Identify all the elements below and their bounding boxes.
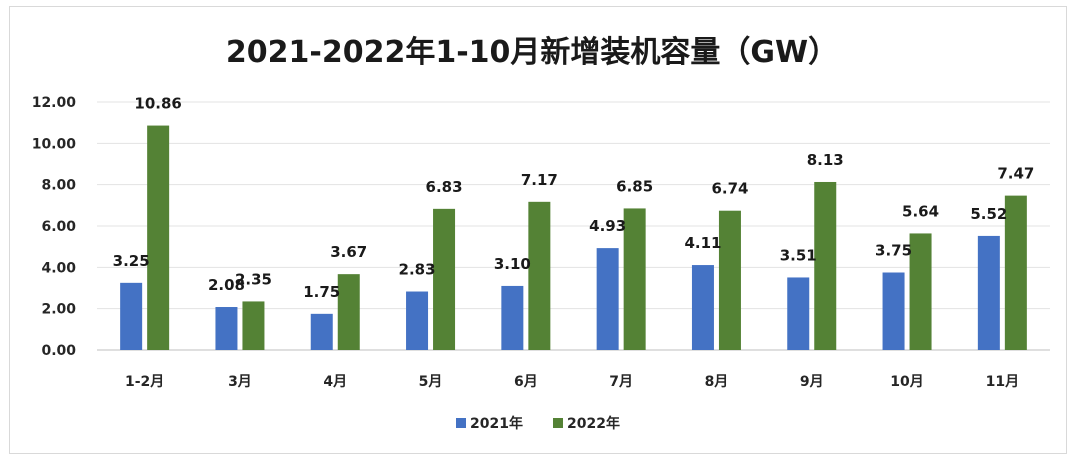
- bar-2021: [596, 248, 619, 350]
- legend-label: 2021年: [470, 415, 523, 432]
- bar-2022: [718, 210, 741, 350]
- legend-swatch: [553, 418, 563, 428]
- data-label: 6.83: [426, 178, 463, 196]
- bar-2021: [787, 277, 810, 350]
- bar-2021: [882, 272, 905, 350]
- data-label: 4.93: [589, 217, 626, 235]
- bar-2022: [814, 181, 837, 350]
- data-label: 6.74: [711, 180, 748, 198]
- y-tick-label: 2.00: [41, 302, 76, 318]
- data-label: 2.83: [399, 261, 436, 279]
- x-tick-label: 8月: [705, 374, 729, 390]
- bar-2021: [120, 282, 143, 350]
- data-label: 3.25: [113, 252, 150, 270]
- x-axis: 1-2月 3月 4月 5月 6月 7月 8月 9月 10月 11月: [125, 374, 1019, 390]
- data-label: 3.67: [330, 243, 367, 261]
- bars: [120, 125, 1027, 350]
- bar-2021: [406, 291, 429, 350]
- bar-2022: [242, 301, 265, 350]
- y-tick-label: 6.00: [41, 219, 76, 235]
- y-tick-label: 10.00: [32, 136, 77, 152]
- data-labels: 3.25 10.86 2.082.35 1.75 3.67 2.83 6.83 3.10 7.1…: [113, 95, 1035, 301]
- bar-2021: [501, 285, 524, 350]
- data-label: 7.47: [997, 165, 1034, 183]
- y-tick-label: 8.00: [41, 178, 76, 194]
- data-label: 7.17: [521, 171, 558, 189]
- data-label: 8.13: [807, 151, 844, 169]
- y-tick-label: 12.00: [32, 95, 77, 111]
- bar-2022: [909, 233, 932, 350]
- y-tick-label: 0.00: [41, 343, 76, 359]
- legend-label: 2022年: [567, 415, 620, 432]
- bar-2021: [310, 313, 333, 350]
- x-tick-label: 1-2月: [125, 374, 164, 390]
- bar-2022: [337, 274, 360, 350]
- data-label: 2.08: [208, 276, 245, 294]
- x-tick-label: 6月: [514, 374, 538, 390]
- bar-2021: [215, 307, 238, 350]
- legend: 2021年 2022年: [456, 415, 620, 432]
- x-tick-label: 4月: [323, 374, 347, 390]
- bar-2022: [433, 208, 456, 350]
- bar-2021: [691, 265, 714, 350]
- data-label: 3.10: [494, 255, 531, 273]
- x-tick-label: 10月: [890, 374, 923, 390]
- data-label: 5.64: [902, 202, 939, 220]
- x-tick-label: 9月: [800, 374, 824, 390]
- data-label: 4.11: [684, 234, 721, 252]
- data-label: 1.75: [303, 283, 340, 301]
- y-axis: 0.00 2.00 4.00 6.00 8.00 10.00 12.00: [32, 95, 77, 359]
- data-label: 2.35: [235, 270, 272, 288]
- data-label: 3.75: [875, 242, 912, 260]
- chart-title: 2021-2022年1-10月新增装机容量（GW）: [226, 35, 838, 70]
- data-label: 3.51: [780, 246, 817, 264]
- bar-2022: [528, 201, 551, 350]
- x-tick-label: 7月: [609, 374, 633, 390]
- legend-swatch: [456, 418, 466, 428]
- data-label: 10.86: [134, 95, 181, 113]
- x-tick-label: 11月: [986, 374, 1019, 390]
- y-tick-label: 4.00: [41, 260, 76, 276]
- x-tick-label: 3月: [228, 374, 252, 390]
- bar-2022: [1004, 195, 1027, 350]
- bar-2022: [623, 208, 646, 350]
- data-label: 5.52: [970, 205, 1007, 223]
- data-label: 6.85: [616, 177, 653, 195]
- x-tick-label: 5月: [419, 374, 443, 390]
- gridlines: [97, 101, 1050, 351]
- bar-2021: [977, 235, 1000, 350]
- bar-2022: [147, 125, 170, 350]
